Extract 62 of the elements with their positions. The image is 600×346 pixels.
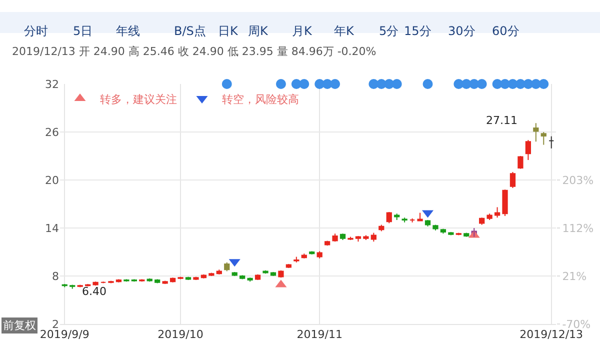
candlestick: [131, 278, 137, 282]
candlestick: [394, 213, 400, 220]
candlestick: [70, 284, 76, 290]
text: 15分: [404, 24, 432, 38]
annotation: 27.11: [486, 114, 518, 127]
candlestick: [100, 281, 106, 284]
text: 前复权: [3, 319, 36, 332]
candlestick: [124, 278, 130, 282]
candlestick: [448, 232, 454, 236]
x-tick-label: 2019/10: [158, 328, 204, 342]
point: [330, 79, 340, 89]
y2-tick-label: 21%: [562, 270, 587, 283]
point: [299, 79, 310, 89]
text: 日K: [218, 24, 239, 38]
candlestick: [146, 278, 152, 282]
candlestick: [193, 276, 199, 280]
text: 周K: [248, 24, 269, 38]
candlestick: [548, 136, 554, 149]
candlestick: [363, 234, 369, 240]
point: [222, 79, 232, 89]
point: [538, 79, 549, 89]
point: [276, 79, 286, 89]
candlestick: [92, 281, 98, 286]
y-tick-label: 20: [45, 174, 59, 187]
y-tick-label: 2: [52, 318, 59, 331]
text: 60分: [492, 24, 520, 38]
y-tick-label: 8: [52, 270, 59, 283]
x-tick-label: 2019/9/9: [40, 328, 90, 342]
text: 年线: [116, 24, 140, 38]
x-tick-label: 2019/12/13: [520, 328, 584, 342]
candlestick: [409, 218, 416, 223]
text: B/S点: [174, 24, 206, 38]
y2-tick-label: 203%: [562, 174, 594, 187]
x-tick-label: 2019/11: [296, 328, 342, 342]
y-tick-label: 26: [45, 126, 59, 139]
text: 月K: [292, 24, 313, 38]
candlestick: [294, 256, 300, 263]
text: 2019/12/13 开 24.90 高 25.46 收 24.90 低 23.95 量 84.96万 -0.20%: [12, 45, 376, 58]
y-tick-label: 32: [45, 78, 59, 91]
legend-label: 转多，建议关注: [100, 92, 177, 106]
y2-tick-label: -70%: [562, 318, 591, 331]
candlestick: [486, 213, 492, 220]
candlestick: [139, 278, 145, 282]
legend-label: 转空，风险较高: [222, 92, 299, 106]
text: 年K: [334, 24, 355, 38]
y2-tick-label: 112%: [562, 222, 594, 235]
y-tick-label: 14: [45, 222, 59, 235]
point: [392, 79, 402, 89]
candlestick: [262, 270, 268, 274]
text: 30分: [448, 24, 476, 38]
candlestick: [247, 277, 253, 282]
point: [422, 79, 433, 89]
candlestick: [332, 233, 338, 242]
annotation: 6.40: [82, 285, 106, 298]
text: 5日: [73, 24, 93, 38]
candlestick: [278, 270, 284, 278]
text: 5分: [379, 24, 399, 38]
text: 分时: [24, 24, 48, 38]
candlestick: [402, 217, 408, 223]
candlestick: [417, 212, 423, 222]
point: [476, 79, 487, 89]
candlestick: [432, 224, 438, 231]
